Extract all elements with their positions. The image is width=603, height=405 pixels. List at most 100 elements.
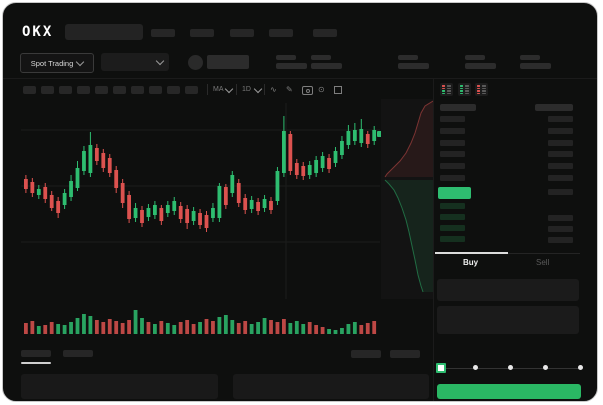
volume-chart xyxy=(24,310,377,334)
timeframe-button[interactable] xyxy=(131,86,144,94)
candle xyxy=(107,158,112,173)
timeframe-button[interactable] xyxy=(113,86,126,94)
stat-label-skeleton xyxy=(398,55,418,60)
timeframe-button[interactable] xyxy=(149,86,162,94)
ask-price-cell[interactable] xyxy=(440,116,465,122)
ask-amount-cell[interactable] xyxy=(548,163,573,170)
ask-amount-cell[interactable] xyxy=(548,139,573,146)
candlestick-chart[interactable] xyxy=(21,103,380,299)
indicator-menu[interactable]: MA xyxy=(213,86,224,93)
candle xyxy=(62,193,67,205)
ask-amount-cell[interactable] xyxy=(548,151,573,158)
timeframe-button[interactable] xyxy=(59,86,72,94)
candle xyxy=(217,186,222,218)
orderbook-header-price xyxy=(440,104,476,111)
bid-price-cell[interactable] xyxy=(440,203,465,209)
camera-icon[interactable] xyxy=(302,86,313,95)
orderbook-split-icon[interactable] xyxy=(440,83,453,96)
nav-item-skeleton[interactable] xyxy=(230,29,254,37)
bottom-tab-history[interactable] xyxy=(63,350,93,357)
ask-price-cell[interactable] xyxy=(440,163,465,170)
stat-label-skeleton xyxy=(276,55,296,60)
candle xyxy=(24,179,28,189)
stat-value-skeleton xyxy=(276,63,307,69)
candle xyxy=(282,131,286,173)
chevron-down-icon xyxy=(76,57,85,67)
candle xyxy=(185,209,190,223)
ask-amount-cell[interactable] xyxy=(548,116,573,122)
buy-tab[interactable]: Buy xyxy=(463,258,479,267)
pair-selector-dropdown[interactable] xyxy=(101,53,169,71)
sell-tab[interactable]: Sell xyxy=(536,258,550,267)
percent-slider-stop[interactable] xyxy=(542,365,548,370)
expand-icon[interactable] xyxy=(334,86,342,94)
candle xyxy=(146,208,151,217)
timeframe-button[interactable] xyxy=(95,86,108,94)
ask-price-cell[interactable] xyxy=(440,175,465,181)
stat-value-skeleton xyxy=(520,63,551,69)
buy-button[interactable] xyxy=(437,384,581,399)
bottom-action-button-2[interactable] xyxy=(390,350,420,358)
ask-amount-cell[interactable] xyxy=(548,127,573,134)
bottom-tab-orders[interactable] xyxy=(21,350,51,357)
candle xyxy=(365,134,370,144)
ask-price-cell[interactable] xyxy=(440,151,465,158)
orderbook-asks-icon[interactable] xyxy=(475,83,488,96)
candle xyxy=(359,129,364,143)
nav-item-skeleton[interactable] xyxy=(269,29,293,37)
stat-label-skeleton xyxy=(311,55,331,60)
search-input[interactable] xyxy=(65,24,143,40)
candle xyxy=(262,199,267,208)
candle xyxy=(133,208,138,218)
timeframe-button[interactable] xyxy=(77,86,90,94)
ask-amount-cell[interactable] xyxy=(548,175,573,181)
bid-amount-cell[interactable] xyxy=(548,226,573,232)
last-price-bar[interactable] xyxy=(438,187,471,199)
percent-slider-handle[interactable] xyxy=(436,363,446,373)
wave-icon[interactable]: ∿ xyxy=(270,85,277,94)
bid-amount-cell[interactable] xyxy=(548,237,573,243)
timeframe-button[interactable] xyxy=(167,86,180,94)
candle xyxy=(127,195,131,219)
candle xyxy=(140,210,144,223)
stat-value-skeleton xyxy=(465,63,496,69)
pencil-icon[interactable]: ✎ xyxy=(286,85,293,94)
timeframe-button[interactable] xyxy=(185,86,198,94)
orderbook-bids-icon[interactable] xyxy=(458,83,471,96)
candle xyxy=(101,153,106,168)
candle xyxy=(191,211,196,221)
candle xyxy=(256,202,260,211)
stat-value-skeleton xyxy=(311,63,342,69)
percent-slider-stop[interactable] xyxy=(507,365,513,370)
timeframe-button[interactable] xyxy=(41,86,54,94)
bid-price-cell[interactable] xyxy=(440,236,465,242)
interval-menu[interactable]: 1D xyxy=(242,86,251,93)
amount-input[interactable] xyxy=(437,306,579,334)
nav-item-skeleton[interactable] xyxy=(313,29,337,37)
candle xyxy=(165,205,170,213)
chevron-down-icon[interactable] xyxy=(224,84,234,94)
bid-price-cell[interactable] xyxy=(440,225,465,231)
stat-value-skeleton xyxy=(398,63,429,69)
candle xyxy=(69,181,73,197)
order-history-panel xyxy=(233,374,429,399)
price-input[interactable] xyxy=(437,279,579,301)
candle xyxy=(223,187,228,205)
percent-slider-stop[interactable] xyxy=(472,365,478,370)
candle xyxy=(204,215,209,228)
bid-amount-cell[interactable] xyxy=(548,215,573,221)
pair-name-skeleton xyxy=(207,55,249,69)
nav-item-skeleton[interactable] xyxy=(151,29,175,37)
percent-slider-stop[interactable] xyxy=(577,365,583,370)
candle xyxy=(172,201,177,211)
market-type-dropdown[interactable]: Spot Trading xyxy=(20,53,94,73)
target-icon[interactable]: ⊙ xyxy=(318,85,325,94)
timeframe-button[interactable] xyxy=(23,86,36,94)
candle xyxy=(236,183,241,203)
chevron-down-icon[interactable] xyxy=(253,84,263,94)
ask-price-cell[interactable] xyxy=(440,127,465,134)
bid-price-cell[interactable] xyxy=(440,214,465,220)
nav-item-skeleton[interactable] xyxy=(190,29,214,37)
bottom-action-button-1[interactable] xyxy=(351,350,381,358)
ask-price-cell[interactable] xyxy=(440,139,465,146)
